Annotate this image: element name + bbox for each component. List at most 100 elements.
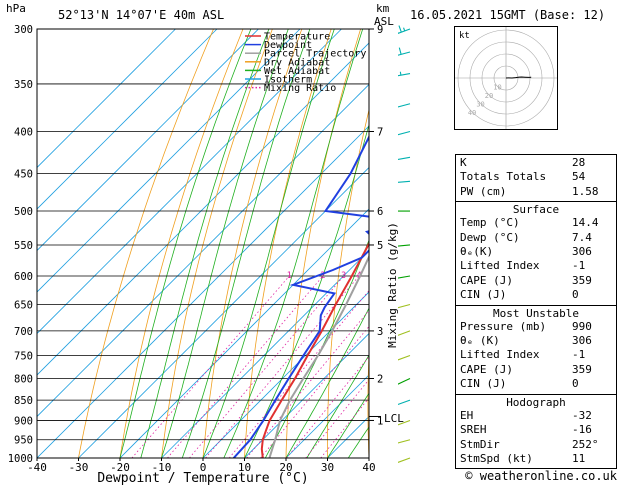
barb-shaft bbox=[398, 156, 411, 160]
hodograph-index-row: SREH -16 bbox=[456, 423, 616, 437]
most-unstable-label: Pressure (mb) bbox=[460, 319, 547, 333]
height-tick-label: 6 bbox=[377, 206, 383, 218]
isotherm bbox=[285, 374, 369, 458]
barb-shaft bbox=[398, 303, 411, 309]
barb-half-flag bbox=[403, 27, 406, 32]
hodograph-indices-section: Hodograph EH -32 SREH -16 StmDir 252° StmSpd (… bbox=[455, 393, 617, 470]
pressure-tick-label: 450 bbox=[14, 168, 33, 180]
wind-barb bbox=[398, 354, 411, 361]
mixing-ratio-line bbox=[205, 275, 360, 458]
dry-adiabat bbox=[367, 343, 369, 458]
isotherm bbox=[37, 29, 301, 293]
surface-row: Dewp (°C) 7.4 bbox=[456, 231, 616, 245]
surface-label: Temp (°C) bbox=[460, 216, 520, 230]
profile-parcel-trajectory bbox=[268, 254, 369, 458]
hodograph-index-value: 252° bbox=[572, 437, 599, 451]
wind-barb bbox=[398, 330, 411, 336]
wind-barbs bbox=[398, 25, 411, 463]
surface-label: CAPE (J) bbox=[460, 273, 513, 287]
hodo-ring bbox=[493, 65, 519, 91]
hodo-ring bbox=[481, 53, 531, 103]
pressure-tick-label: 350 bbox=[14, 79, 33, 91]
wind-barb bbox=[398, 457, 411, 463]
isotherm bbox=[37, 83, 369, 418]
surface-value: 14.4 bbox=[572, 216, 599, 230]
x-tick-label: 20 bbox=[279, 461, 292, 474]
isotherm bbox=[202, 291, 369, 458]
pressure-tick-label: 500 bbox=[14, 206, 33, 218]
height-unit-km: km bbox=[376, 2, 390, 15]
hodograph-index-label: SREH bbox=[460, 423, 487, 437]
surface-row: CAPE (J) 359 bbox=[456, 274, 616, 288]
x-tick-label: -30 bbox=[69, 461, 89, 474]
dry-adiabat bbox=[78, 29, 214, 458]
isotherm bbox=[161, 249, 369, 458]
wind-barb bbox=[398, 303, 411, 309]
height-tick-label: 1 bbox=[377, 415, 383, 427]
most-unstable-label: CIN (J) bbox=[460, 377, 507, 391]
surface-label: Dewp (°C) bbox=[460, 230, 520, 244]
index-value: 1.58 bbox=[572, 184, 599, 198]
wind-barb bbox=[398, 399, 411, 406]
barb-shaft bbox=[398, 457, 411, 463]
pressure-tick-label: 550 bbox=[14, 240, 33, 252]
barb-shaft bbox=[398, 180, 411, 183]
x-axis-title: Dewpoint / Temperature (°C) bbox=[97, 471, 308, 486]
barb-shaft bbox=[398, 244, 411, 247]
mixing-ratio-label: 6 bbox=[379, 271, 384, 281]
mixing-ratio-line bbox=[246, 309, 369, 458]
surface-row: Lifted Index -1 bbox=[456, 259, 616, 273]
barb-shaft bbox=[398, 377, 411, 385]
barb-shaft bbox=[398, 399, 411, 406]
index-row: PW (cm) 1.58 bbox=[456, 185, 616, 199]
hodograph-index-row: StmDir 252° bbox=[456, 438, 616, 452]
profile-temperature bbox=[260, 241, 369, 458]
barb-shaft bbox=[398, 439, 411, 444]
surface-section: Surface Temp (°C) 14.4 Dewp (°C) 7.4 θₑ(K) 30… bbox=[455, 201, 617, 306]
legend-label: Temperature bbox=[264, 32, 330, 43]
most-unstable-row: CIN (J) 0 bbox=[456, 377, 616, 391]
isotherm bbox=[78, 166, 369, 458]
surface-label: θₑ(K) bbox=[460, 245, 494, 259]
hodo-ring-label: 10 bbox=[493, 83, 501, 91]
mixing-ratio-label: 1 bbox=[287, 271, 292, 281]
wet-adiabat bbox=[285, 307, 369, 458]
x-tick-label: 10 bbox=[238, 461, 251, 474]
isotherm bbox=[244, 332, 369, 458]
hodograph-unit: kt bbox=[459, 31, 470, 41]
hodograph-index-label: StmDir bbox=[460, 437, 500, 451]
height-unit-asl: ASL bbox=[374, 15, 394, 28]
profile-dewpoint bbox=[232, 134, 369, 458]
wind-barb bbox=[398, 25, 411, 34]
wet-adiabat bbox=[306, 354, 369, 458]
pressure-tick-label: 300 bbox=[14, 24, 33, 36]
pressure-tick-label: 400 bbox=[14, 127, 33, 139]
hodo-ring-label: 30 bbox=[476, 100, 484, 108]
most-unstable-label: θₑ (K) bbox=[460, 334, 500, 348]
barb-shaft bbox=[398, 419, 411, 426]
barb-shaft bbox=[398, 130, 411, 136]
pressure-tick-label: 650 bbox=[14, 300, 33, 312]
hodo-trace bbox=[505, 76, 532, 79]
surface-value: 0 bbox=[572, 288, 579, 302]
x-tick-label: -10 bbox=[152, 461, 172, 474]
wind-barb bbox=[398, 130, 411, 136]
hodograph-index-value: -32 bbox=[572, 408, 592, 422]
wind-barb bbox=[398, 180, 411, 183]
dry-adiabat bbox=[619, 29, 629, 458]
most-unstable-label: Lifted Index bbox=[460, 348, 540, 362]
hodograph-index-row: StmSpd (kt) 11 bbox=[456, 452, 616, 466]
index-label: PW (cm) bbox=[460, 184, 507, 198]
surface-label: Lifted Index bbox=[460, 259, 540, 273]
indices-panel: K 28 Totals Totals 54 PW (cm) 1.58 Surface Te… bbox=[455, 154, 617, 470]
dry-adiabat bbox=[161, 29, 273, 458]
credit-footer[interactable]: © weatheronline.co.uk bbox=[465, 469, 617, 483]
legend-label: Isotherm bbox=[264, 75, 312, 86]
pressure-tick-label: 950 bbox=[14, 435, 33, 447]
hodograph-index-value: -16 bbox=[572, 423, 592, 437]
legend-label: Parcel Trajectory bbox=[264, 49, 366, 60]
hodo-ring-label: 20 bbox=[485, 92, 493, 100]
barb-shaft bbox=[398, 28, 411, 34]
pressure-tick-label: 1000 bbox=[8, 453, 33, 465]
